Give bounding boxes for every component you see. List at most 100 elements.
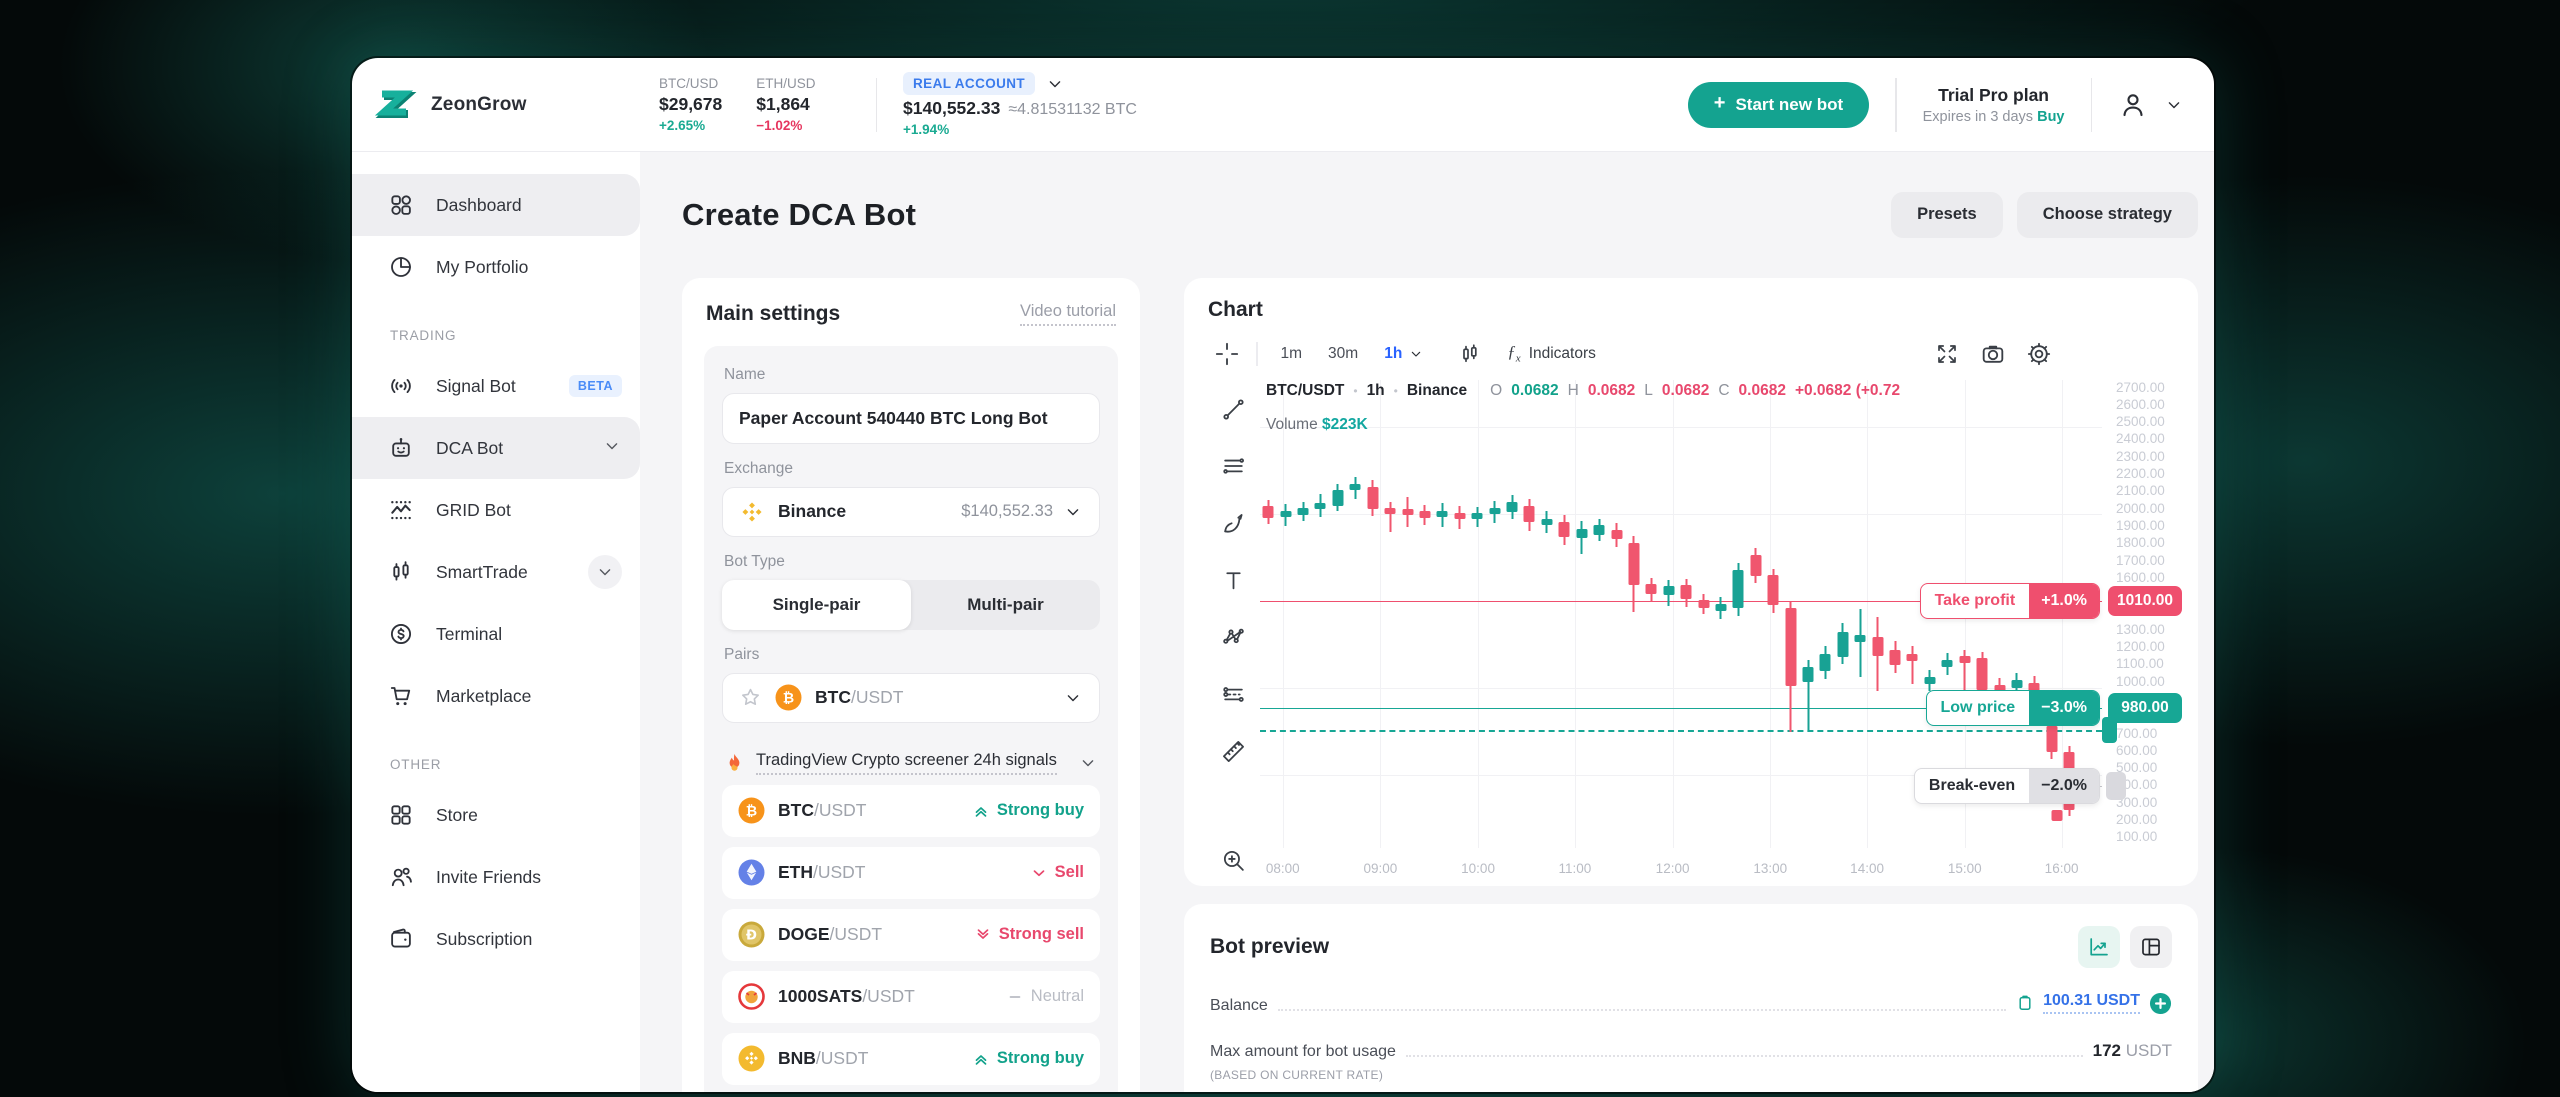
candlestick	[1994, 380, 2006, 848]
current-price-badge	[2102, 716, 2117, 743]
crosshair-tool-icon[interactable]	[1208, 335, 1246, 373]
choose-strategy-button[interactable]: Choose strategy	[2016, 191, 2198, 238]
candlestick	[1593, 380, 1605, 848]
sidebar-item-subscription[interactable]: Subscription	[352, 908, 640, 970]
bot-type-multi-pair[interactable]: Multi-pair	[967, 594, 1044, 614]
timeframe-1h-selected[interactable]: 1h	[1371, 345, 1437, 363]
sidebar-item-my-portfolio[interactable]: My Portfolio	[352, 236, 640, 298]
chart-type-icon[interactable]	[1451, 335, 1489, 373]
bot-name-input[interactable]	[722, 392, 1100, 444]
account-type-badge[interactable]: REAL ACCOUNT	[903, 72, 1036, 95]
logo[interactable]: ZeonGrow	[374, 83, 659, 127]
sidebar-item-dca-bot[interactable]: DCA Bot	[352, 417, 640, 479]
btc-coin-icon: ₿	[738, 797, 765, 824]
sidebar-item-dashboard[interactable]: Dashboard	[352, 174, 640, 236]
candlestick	[1297, 380, 1309, 848]
paper-account-icon	[2016, 994, 2034, 1012]
candlestick	[1628, 380, 1640, 848]
candlestick	[2011, 380, 2023, 848]
low-price-label[interactable]: Low price −3.0%	[1925, 689, 2100, 726]
favorite-star-icon[interactable]	[739, 686, 762, 709]
brush-tool-icon[interactable]	[1217, 508, 1249, 540]
video-tutorial-link[interactable]: Video tutorial	[1019, 302, 1116, 326]
take-profit-line[interactable]	[1260, 600, 2102, 602]
chart-view-icon[interactable]	[2078, 925, 2120, 968]
chevron-down-icon[interactable]	[588, 555, 622, 589]
candlestick	[1489, 380, 1501, 848]
y-axis-label: 600.00	[2116, 742, 2158, 758]
take-profit-label[interactable]: Take profit +1.0%	[1919, 582, 2100, 619]
candlestick	[1262, 380, 1274, 848]
chevron-down-icon[interactable]	[602, 436, 622, 461]
take-profit-price-badge: 1010.00	[2108, 585, 2182, 616]
svg-text:Ð: Ð	[746, 928, 757, 943]
sidebar-item-grid-bot[interactable]: GRID Bot	[352, 479, 640, 541]
name-label: Name	[724, 365, 766, 383]
pairs-select[interactable]: ₿ BTC/USDT	[722, 672, 1100, 723]
profile-menu[interactable]	[2118, 90, 2184, 120]
pattern-tool-icon[interactable]	[1217, 622, 1249, 654]
main-settings-card: Main settings Video tutorial Name Exchan…	[682, 277, 1140, 1092]
balance-label: Balance	[1210, 996, 1268, 1014]
position-tool-icon[interactable]	[1217, 679, 1249, 711]
trend-tool-icon[interactable]	[1217, 394, 1249, 426]
y-axis-label: 1100.00	[2116, 656, 2164, 672]
candlestick	[1645, 380, 1657, 848]
plan-buy-link[interactable]: Buy	[2037, 108, 2065, 125]
divider	[875, 77, 878, 132]
text-t-tool-icon[interactable]	[1217, 565, 1249, 597]
sidebar-item-marketplace[interactable]: Marketplace	[352, 665, 640, 727]
fx-icon[interactable]: ƒx	[1507, 342, 1521, 365]
ticker-eth: ETH/USD $1,864 −1.02%	[756, 76, 815, 133]
candlestick	[1715, 380, 1727, 848]
hlines-tool-icon[interactable]	[1217, 451, 1249, 483]
timeframe-30m[interactable]: 30m	[1328, 344, 1359, 362]
bot-type-single-pair[interactable]: Single-pair	[722, 579, 911, 630]
signal-row-bnb[interactable]: BNB/USDT Strong buy	[722, 1032, 1100, 1085]
signal-row-doge[interactable]: Ð DOGE/USDT Strong sell	[722, 908, 1100, 961]
sidebar-item-label: Terminal	[436, 623, 503, 644]
sidebar-item-invite-friends[interactable]: Invite Friends	[352, 846, 640, 908]
sidebar-item-label: Signal Bot	[436, 375, 516, 396]
low-price-line[interactable]	[1260, 707, 2102, 709]
max-amount-subnote: (BASED ON CURRENT RATE)	[1210, 1067, 1384, 1082]
break-even-label[interactable]: Break-even −2.0%	[1913, 767, 2100, 804]
candlestick	[1837, 380, 1849, 848]
signal-row-eth[interactable]: ETH/USDT Sell	[722, 846, 1100, 899]
y-axis-label: 1200.00	[2116, 639, 2165, 655]
sidebar-item-store[interactable]: Store	[352, 784, 640, 846]
timeframe-1m[interactable]: 1m	[1280, 344, 1303, 362]
zoom-in-icon[interactable]	[1214, 842, 1252, 880]
candlestick	[1506, 380, 1518, 848]
signal-row-1000sats[interactable]: 1000SATS/USDT Neutral	[722, 970, 1100, 1023]
start-new-bot-button[interactable]: + Start new bot	[1687, 81, 1870, 128]
exchange-select[interactable]: Binance $140,552.33	[722, 486, 1100, 537]
signal-text: Strong buy	[996, 1049, 1084, 1068]
sidebar-item-terminal[interactable]: Terminal	[352, 603, 640, 665]
candlestick	[1872, 380, 1884, 848]
indicators-button[interactable]: Indicators	[1528, 344, 1596, 362]
candlestick	[2046, 380, 2058, 848]
snapshot-camera-icon[interactable]	[1974, 335, 2012, 373]
candlestick	[1732, 380, 1744, 848]
candlestick	[1576, 380, 1588, 848]
balance-value-link[interactable]: 100.31 USDT	[2043, 992, 2140, 1015]
tradingview-signals-header[interactable]: TradingView Crypto screener 24h signals	[724, 751, 1098, 775]
add-funds-icon[interactable]	[2149, 992, 2172, 1015]
ruler-tool-icon[interactable]	[1217, 736, 1249, 768]
sidebar-item-label: GRID Bot	[436, 499, 511, 520]
ticker-change: +2.65%	[659, 118, 706, 133]
chart-settings-gear-icon[interactable]	[2020, 335, 2058, 373]
chevron-down-icon[interactable]	[1045, 74, 1065, 94]
signal-strong-sell-icon	[974, 926, 992, 944]
sidebar-item-signal-bot[interactable]: Signal Bot BETA	[352, 355, 640, 417]
signal-neutral-icon	[1006, 988, 1024, 1006]
table-view-icon[interactable]	[2130, 925, 2172, 968]
y-axis-label: 1900.00	[2116, 517, 2165, 533]
zeongrow-logo-icon	[374, 83, 418, 127]
fullscreen-icon[interactable]	[1928, 335, 1966, 373]
presets-button[interactable]: Presets	[1891, 191, 2003, 238]
sidebar-item-smarttrade[interactable]: SmartTrade	[352, 541, 640, 603]
signal-row-btc[interactable]: ₿ BTC/USDT Strong buy	[722, 784, 1100, 837]
